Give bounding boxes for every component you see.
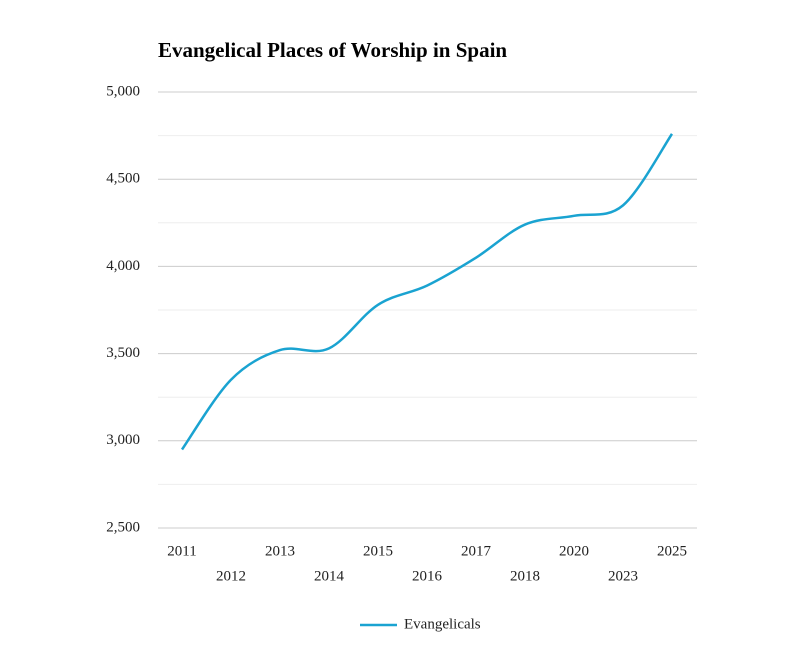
legend-label: Evangelicals (404, 616, 481, 632)
x-tick-label: 2011 (167, 543, 196, 559)
chart-title: Evangelical Places of Worship in Spain (158, 38, 507, 62)
y-tick-label: 3,500 (106, 345, 140, 361)
x-tick-label: 2016 (412, 568, 443, 584)
y-tick-label: 3,000 (106, 432, 140, 448)
y-tick-label: 5,000 (106, 83, 140, 99)
x-tick-label: 2018 (510, 568, 540, 584)
x-tick-label: 2012 (216, 568, 246, 584)
y-tick-label: 4,500 (106, 171, 140, 187)
series-line (180, 133, 674, 451)
x-tick-label: 2017 (461, 543, 492, 559)
x-tick-label: 2014 (314, 568, 345, 584)
x-tick-label: 2023 (608, 568, 638, 584)
x-tick-label: 2020 (559, 543, 589, 559)
y-tick-label: 4,000 (106, 258, 140, 274)
x-tick-label: 2015 (363, 543, 393, 559)
y-tick-label: 2,500 (106, 519, 140, 535)
x-tick-label: 2013 (265, 543, 295, 559)
x-tick-label: 2025 (657, 543, 687, 559)
